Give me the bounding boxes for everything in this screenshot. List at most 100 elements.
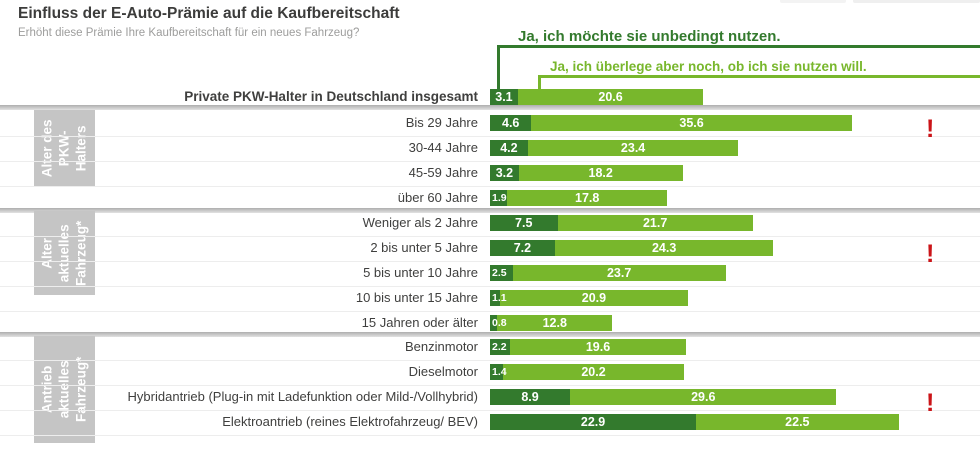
bar-segment-definitely: 1.1 xyxy=(490,290,507,306)
bar-segment-definitely: 2.5 xyxy=(490,265,513,281)
row-label: Benzinmotor xyxy=(405,339,478,354)
value-label: 1.9 xyxy=(492,192,507,204)
row-label: 15 Jahren oder älter xyxy=(361,315,478,330)
value-label: 2.5 xyxy=(492,267,507,279)
bar-segment-definitely: 3.1 xyxy=(490,89,518,105)
value-label: 4.6 xyxy=(502,116,520,130)
row-separator xyxy=(0,311,980,312)
bar-segment-considering: 21.7 xyxy=(557,215,753,231)
value-label: 3.1 xyxy=(495,90,513,104)
row-label: über 60 Jahre xyxy=(397,190,478,205)
value-label: 0.8 xyxy=(492,317,507,329)
value-label: 18.2 xyxy=(588,166,613,180)
value-label: 8.9 xyxy=(521,390,539,404)
value-label: 7.5 xyxy=(515,216,533,230)
value-label: 20.6 xyxy=(598,90,623,104)
bar-segment-considering: 20.9 xyxy=(499,290,688,306)
row-label: 10 bis unter 15 Jahre xyxy=(355,290,478,305)
value-label: 19.6 xyxy=(585,340,611,354)
row-label: 2 bis unter 5 Jahre xyxy=(370,240,478,255)
value-label: 12.8 xyxy=(542,316,567,330)
value-label: 1.4 xyxy=(492,366,507,378)
bar-segment-definitely: 7.2 xyxy=(490,240,555,256)
row-separator xyxy=(0,410,980,411)
row-separator xyxy=(0,261,980,262)
value-label: 20.9 xyxy=(581,291,607,305)
bar-segment-definitely: 1.4 xyxy=(490,364,507,380)
value-label: 3.2 xyxy=(495,166,514,180)
bar-segment-considering: 23.4 xyxy=(527,140,739,156)
row-label: Private PKW-Halter in Deutschland insges… xyxy=(184,89,478,104)
group-label-box: Antrieb aktuelles Fahrzeug* xyxy=(34,336,95,443)
row-label: Elektroantrieb (reines Elektrofahrzeug/ … xyxy=(222,414,478,429)
row-separator xyxy=(0,435,980,436)
group-label: Alter des PKW- Halters xyxy=(39,119,88,178)
group-label-box: Alter des PKW- Halters xyxy=(34,110,95,187)
row-label: 30-44 Jahre xyxy=(408,140,478,155)
group-separator xyxy=(0,208,980,213)
legend-label-definitely: Ja, ich möchte sie unbedingt nutzen. xyxy=(518,28,781,45)
group-label-box: Alter aktuelles Fahrzeug* xyxy=(34,211,95,295)
bar-segment-definitely: 7.5 xyxy=(490,215,558,231)
bar-segment-definitely: 2.2 xyxy=(490,339,510,355)
highlight-exclamation: ! xyxy=(926,389,935,417)
bar-segment-considering: 23.7 xyxy=(512,265,726,281)
bar-segment-considering: 20.6 xyxy=(517,89,704,105)
row-separator xyxy=(0,186,980,187)
legend-label-considering: Ja, ich überlege aber noch, ob ich sie n… xyxy=(550,59,867,74)
row-label: Hybridantrieb (Plug-in mit Ladefunktion … xyxy=(127,389,478,404)
group-separator xyxy=(0,332,980,337)
legend-connector-definitely xyxy=(497,45,500,89)
row-label: 45-59 Jahre xyxy=(408,165,478,180)
bar-segment-considering: 19.6 xyxy=(509,339,687,355)
bar-segment-definitely: 0.8 xyxy=(490,315,507,331)
value-label: 29.6 xyxy=(691,390,716,404)
bar-segment-definitely: 22.9 xyxy=(490,414,697,430)
value-label: 17.8 xyxy=(575,191,600,205)
value-label: 21.7 xyxy=(642,216,668,230)
chart-subtitle: Erhöht diese Prämie Ihre Kaufbereitschaf… xyxy=(18,27,360,39)
legend-line-definitely xyxy=(497,45,980,48)
row-separator xyxy=(0,385,980,386)
bar-segment-definitely: 4.6 xyxy=(490,115,532,131)
value-label: 24.3 xyxy=(651,241,677,255)
bar-segment-considering: 17.8 xyxy=(507,190,668,206)
row-label: Weniger als 2 Jahre xyxy=(362,215,478,230)
bar-segment-considering: 18.2 xyxy=(518,165,683,181)
cropped-toolbar-artifact xyxy=(780,0,846,3)
value-label: 23.7 xyxy=(606,266,632,280)
value-label: 20.2 xyxy=(581,365,606,379)
bar-segment-definitely: 3.2 xyxy=(490,165,519,181)
row-label: Dieselmotor xyxy=(408,364,478,379)
row-separator xyxy=(0,161,980,162)
highlight-exclamation: ! xyxy=(926,115,935,143)
row-separator xyxy=(0,360,980,361)
bar-segment-definitely: 8.9 xyxy=(490,389,571,405)
bar-segment-definitely: 1.9 xyxy=(490,190,508,206)
value-label: 35.6 xyxy=(679,116,704,130)
chart-title: Einfluss der E-Auto-Prämie auf die Kaufb… xyxy=(18,5,400,22)
row-label: 5 bis unter 10 Jahre xyxy=(363,265,478,280)
row-separator xyxy=(0,136,980,137)
value-label: 4.2 xyxy=(500,141,518,155)
row-separator xyxy=(0,236,980,237)
highlight-exclamation: ! xyxy=(926,240,935,268)
value-label: 22.5 xyxy=(785,415,810,429)
group-label: Antrieb aktuelles Fahrzeug* xyxy=(39,356,88,423)
bar-segment-considering: 20.2 xyxy=(502,364,685,380)
bar-segment-considering: 35.6 xyxy=(531,115,852,131)
cropped-toolbar-artifact xyxy=(853,0,980,3)
bar-segment-considering: 29.6 xyxy=(570,389,837,405)
bar-segment-considering: 22.5 xyxy=(696,414,899,430)
row-separator xyxy=(0,286,980,287)
value-label: 23.4 xyxy=(620,141,646,155)
group-separator xyxy=(0,105,980,110)
row-label: Bis 29 Jahre xyxy=(405,115,478,130)
legend-line-considering xyxy=(538,75,980,78)
bar-segment-considering: 12.8 xyxy=(497,315,613,331)
bar-segment-definitely: 4.2 xyxy=(490,140,528,156)
group-label: Alter aktuelles Fahrzeug* xyxy=(39,220,88,286)
value-label: 2.2 xyxy=(492,341,507,353)
value-label: 7.2 xyxy=(513,241,532,255)
